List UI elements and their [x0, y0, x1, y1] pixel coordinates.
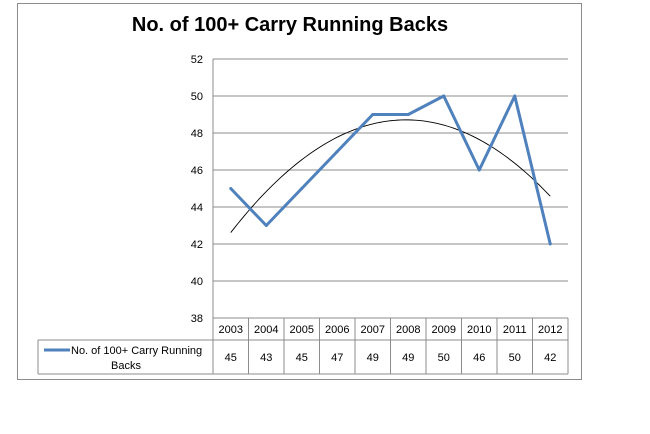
y-tick-label: 44 [191, 202, 203, 214]
y-tick-label: 38 [191, 313, 203, 325]
legend-label: No. of 100+ Carry Running [71, 345, 202, 357]
table-value-cell: 46 [473, 352, 485, 364]
data-point [371, 113, 375, 116]
x-category-label: 2004 [254, 324, 278, 336]
y-tick-label: 46 [191, 165, 203, 177]
x-category-label: 2008 [396, 324, 420, 336]
table-value-cell: 49 [367, 352, 379, 364]
chart-title: No. of 100+ Carry Running Backs [131, 14, 449, 36]
table-value-cell: 43 [260, 352, 272, 364]
x-category-label: 2010 [467, 324, 491, 336]
x-category-label: 2003 [219, 324, 243, 336]
y-tick-label: 50 [191, 91, 203, 103]
table-value-cell: 45 [296, 352, 308, 364]
y-tick-label: 52 [191, 54, 203, 66]
table-value-cell: 45 [225, 352, 237, 364]
trendline-layer [230, 119, 551, 233]
series-layer [229, 94, 552, 246]
x-category-label: 2012 [538, 324, 562, 336]
x-category-label: 2007 [361, 324, 385, 336]
y-tick-label: 48 [191, 128, 203, 140]
x-category-label: 2005 [290, 324, 314, 336]
data-point [513, 94, 517, 98]
table-value-cell: 42 [544, 352, 556, 364]
gridlines [213, 58, 568, 282]
legend-label: Backs [111, 360, 141, 372]
table-value-cell: 49 [402, 352, 414, 364]
x-category-label: 2011 [503, 324, 527, 336]
data-point [442, 94, 446, 98]
x-category-label: 2006 [325, 324, 349, 336]
x-category-label: 2009 [432, 324, 456, 336]
data-point [264, 224, 268, 227]
trendline [230, 119, 551, 233]
table-value-cell: 47 [331, 352, 343, 364]
y-axis: 38 40 42 44 46 48 50 52 [191, 54, 214, 325]
data-point [229, 187, 233, 190]
data-point [477, 168, 481, 172]
y-tick-label: 40 [191, 276, 203, 288]
data-point [406, 113, 410, 116]
table-value-cell: 50 [438, 352, 450, 364]
data-point [300, 187, 304, 190]
series-line [229, 94, 552, 245]
data-point [548, 242, 552, 246]
data-point [335, 150, 339, 153]
data-table: 2003 2004 2005 2006 2007 2008 2009 2010 2011 2012… [37, 317, 569, 375]
table-value-cell: 50 [509, 352, 521, 364]
y-tick-label: 42 [191, 239, 203, 251]
